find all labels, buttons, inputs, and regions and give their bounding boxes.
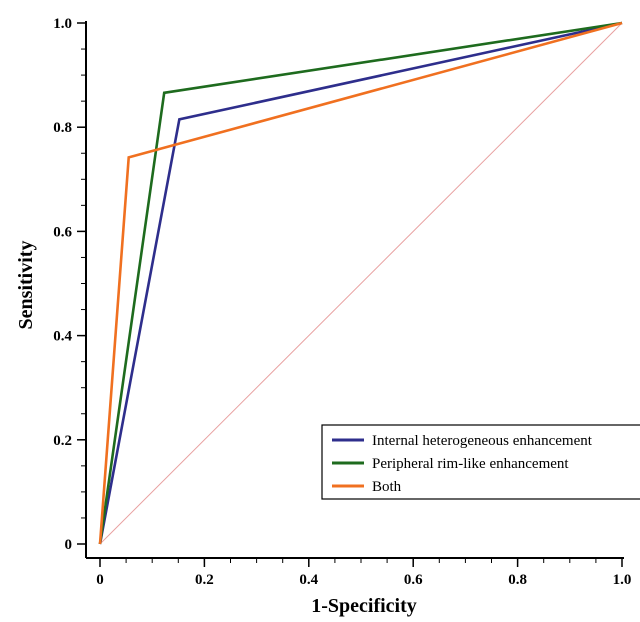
x-tick-label: 1.0 [613, 572, 632, 588]
series-line-internal [98, 21, 623, 545]
x-tick-label: 0.8 [508, 572, 527, 588]
y-tick-label: 0 [65, 537, 73, 553]
y-tick-label: 0.4 [53, 329, 72, 345]
legend-label-internal: Internal heterogeneous enhancement [372, 433, 593, 449]
x-tick-label: 0 [96, 572, 104, 588]
legend-label-peripheral: Peripheral rim-like enhancement [372, 456, 569, 472]
y-tick-label: 0.8 [53, 120, 72, 136]
series-line-peripheral [98, 21, 623, 545]
legend: Internal heterogeneous enhancement Perip… [321, 424, 640, 500]
x-ticks: 0 0.2 0.4 0.6 0.8 1.0 [96, 558, 631, 588]
y-axis-title: Sensitivity [15, 241, 37, 330]
y-tick-label: 1.0 [53, 16, 72, 32]
legend-box [321, 424, 640, 500]
x-axis-title: 1-Specificity [311, 595, 417, 617]
series-lines [98, 21, 623, 545]
series-line-both [98, 21, 623, 545]
x-tick-label: 0.6 [404, 572, 423, 588]
y-tick-label: 0.2 [53, 433, 72, 449]
y-ticks: 0 0.2 0.4 0.6 0.8 1.0 [53, 16, 86, 553]
reference-diagonal-line [99, 22, 623, 545]
y-tick-label: 0.6 [53, 224, 72, 240]
legend-label-both: Both [372, 479, 402, 495]
x-tick-label: 0.4 [299, 572, 318, 588]
x-tick-label: 0.2 [195, 572, 214, 588]
axes [85, 21, 624, 559]
